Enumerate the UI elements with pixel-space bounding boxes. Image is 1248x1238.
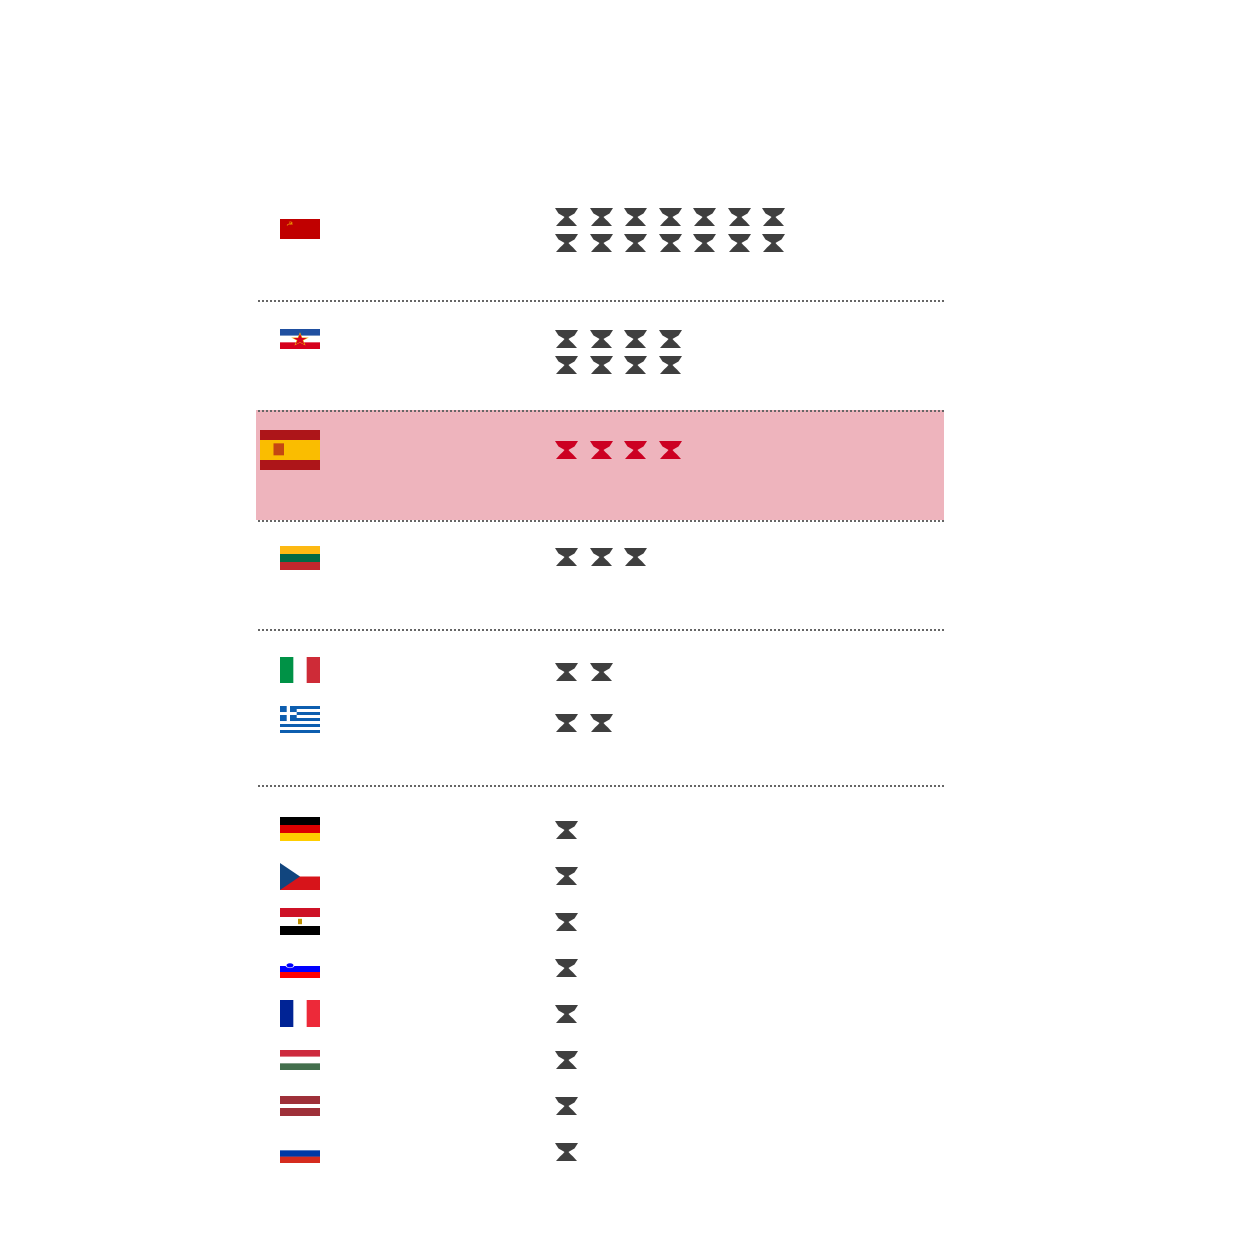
flag-latvia xyxy=(280,1096,320,1116)
flag-spain xyxy=(260,430,320,470)
trophy-icon xyxy=(555,441,578,459)
group-divider xyxy=(258,629,944,631)
flag-france xyxy=(280,1000,320,1027)
trophy-icon xyxy=(589,330,613,348)
flag-soviet-union: ☭ xyxy=(280,219,320,239)
trophy-icon xyxy=(762,208,785,226)
trophy-icon xyxy=(589,714,613,732)
trophy-icon xyxy=(589,234,613,252)
trophy-icon xyxy=(555,1143,578,1161)
trophy-icon xyxy=(555,330,578,348)
flag-slovenia xyxy=(280,960,320,978)
trophy-icon xyxy=(555,208,578,226)
trophy-icon xyxy=(555,548,578,566)
trophy-icon xyxy=(624,548,647,566)
trophy-icon xyxy=(555,867,578,885)
trophy-icon xyxy=(762,234,785,252)
flag-italy xyxy=(280,657,320,683)
trophy-icon xyxy=(555,663,578,681)
group-divider xyxy=(258,520,944,522)
trophy-icon xyxy=(658,208,682,226)
flag-russia xyxy=(280,1144,320,1163)
flag-egypt xyxy=(280,908,320,935)
trophy-icon xyxy=(589,548,613,566)
trophy-icon xyxy=(555,1005,578,1023)
trophy-icon xyxy=(589,441,613,459)
trophy-icon xyxy=(555,714,578,732)
highlight-band xyxy=(256,410,944,520)
trophy-icon xyxy=(693,234,716,252)
trophy-icon xyxy=(624,441,647,459)
flag-hungary xyxy=(280,1050,320,1070)
group-divider xyxy=(258,785,944,787)
trophy-icon xyxy=(658,441,682,459)
trophy-icon xyxy=(658,234,682,252)
trophy-icon xyxy=(624,356,647,374)
trophy-icon xyxy=(624,234,647,252)
trophy-icon xyxy=(555,234,578,252)
trophy-icon xyxy=(658,356,682,374)
trophy-icon xyxy=(555,356,578,374)
trophy-icon xyxy=(589,356,613,374)
trophy-icon xyxy=(555,1051,578,1069)
trophy-icon xyxy=(555,1097,578,1115)
svg-text:☭: ☭ xyxy=(286,221,293,227)
flag-greece xyxy=(280,706,320,733)
group-divider xyxy=(258,410,944,412)
group-divider xyxy=(258,300,944,302)
flag-germany xyxy=(280,817,320,841)
trophy-icon xyxy=(624,330,647,348)
trophy-icon xyxy=(727,234,751,252)
flag-czechoslovakia xyxy=(280,863,320,890)
trophy-icon xyxy=(589,663,613,681)
trophy-icon xyxy=(624,208,647,226)
trophy-icon xyxy=(555,959,578,977)
flag-yugoslavia xyxy=(280,329,320,349)
trophy-icon xyxy=(555,821,578,839)
trophy-icon xyxy=(693,208,716,226)
trophy-icon xyxy=(589,208,613,226)
trophy-icon xyxy=(727,208,751,226)
trophy-icon xyxy=(658,330,682,348)
trophy-icon xyxy=(555,913,578,931)
flag-lithuania xyxy=(280,546,320,570)
